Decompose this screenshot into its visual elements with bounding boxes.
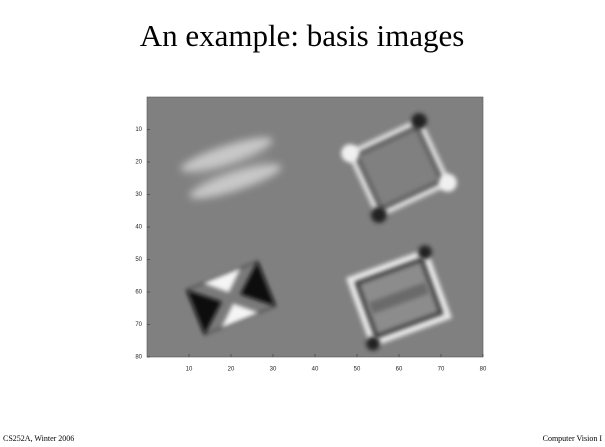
y-tick-label: 20 bbox=[135, 160, 142, 166]
x-tick-label: 30 bbox=[270, 367, 277, 373]
y-tick-label: 70 bbox=[135, 322, 142, 328]
x-tick-label: 40 bbox=[312, 367, 319, 373]
y-tick-label: 60 bbox=[135, 290, 142, 296]
x-tick-label: 70 bbox=[438, 367, 445, 373]
y-tick-label: 80 bbox=[135, 355, 142, 361]
x-tick-label: 50 bbox=[354, 367, 361, 373]
slide-title: An example: basis images bbox=[140, 18, 465, 53]
x-tick-label: 20 bbox=[228, 367, 235, 373]
page: {"title": "An example: basis images", "f… bbox=[0, 0, 605, 447]
y-tick-label: 10 bbox=[135, 127, 142, 133]
x-tick-label: 80 bbox=[480, 367, 487, 373]
footer-left: CS252A, Winter 2006 bbox=[3, 434, 74, 443]
footer-right: Computer Vision I bbox=[543, 434, 603, 443]
x-tick-label: 10 bbox=[186, 367, 193, 373]
slide: An example: basis images bbox=[0, 0, 605, 447]
y-tick-label: 40 bbox=[135, 225, 142, 231]
y-tick-label: 50 bbox=[135, 257, 142, 263]
x-tick-label: 60 bbox=[396, 367, 403, 373]
y-tick-label: 30 bbox=[135, 192, 142, 198]
